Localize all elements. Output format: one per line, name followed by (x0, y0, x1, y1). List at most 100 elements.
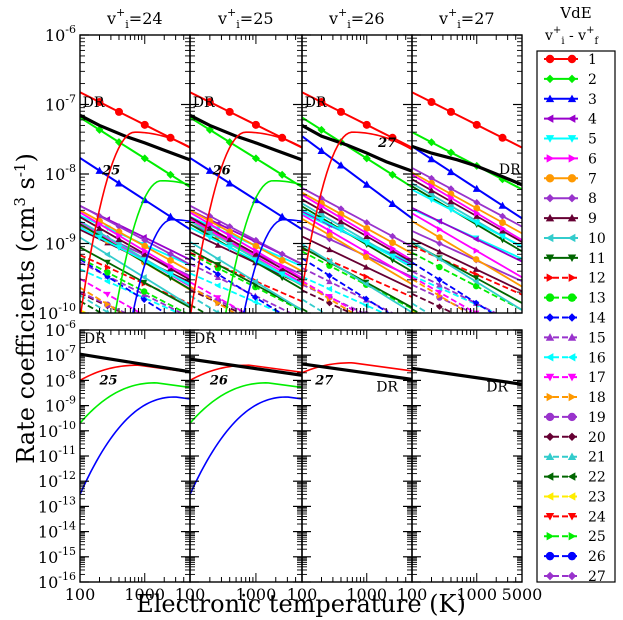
dr-curve-bottom (190, 357, 302, 377)
marker-vde-7 (362, 253, 370, 261)
panel-title-27: v+i=27 (438, 6, 495, 31)
series-line-vde-15 (190, 262, 293, 313)
marker-vde-20 (436, 303, 443, 310)
series-line-vde-8 (412, 230, 522, 283)
legend-marker-17 (567, 373, 577, 382)
marker-vde-4 (436, 218, 443, 225)
level-label-top: 25 (101, 163, 120, 178)
dr-label-top: DR (193, 95, 215, 111)
marker-vde-9 (499, 227, 506, 234)
marker-vde-6 (226, 232, 234, 240)
marker-vde-24 (363, 315, 369, 321)
series-line-vde-4 (412, 207, 522, 263)
marker-vde-18 (142, 315, 148, 321)
marker-vde-2 (205, 125, 214, 134)
marker-vde-9 (363, 232, 371, 239)
marker-vde-25 (142, 315, 148, 321)
level-label-top: 27 (377, 136, 396, 151)
marker-vde-9 (337, 218, 345, 225)
marker-vde-2 (317, 125, 326, 134)
bottom-plot-area (302, 361, 412, 381)
legend-marker-10 (567, 233, 576, 243)
series-line-vde-10 (190, 241, 302, 311)
series-line-vde-14 (190, 256, 283, 313)
marker-vde-9 (389, 247, 396, 254)
panels-layer: Rate coefficients (cm3 s-1) Electronic te… (11, 6, 542, 618)
bottom-ytick-label: 10-14 (38, 520, 76, 542)
legend-marker-19 (545, 412, 555, 422)
marker-vde-22 (326, 315, 332, 321)
marker-vde-3 (362, 180, 371, 188)
legend-marker-17 (545, 373, 555, 382)
marker-vde-6 (363, 248, 370, 256)
dr-label-bottom: DR (194, 331, 216, 347)
series-line-vde-10 (80, 236, 190, 307)
legend-marker-2 (567, 74, 577, 84)
bottom-frame (411, 329, 523, 583)
marker-vde-6 (253, 247, 260, 255)
legend-marker-6 (546, 154, 555, 163)
x-tick-label: 1000 (346, 585, 387, 604)
marker-vde-8 (141, 236, 149, 244)
marker-vde-1 (336, 107, 345, 116)
marker-vde-19 (252, 314, 258, 320)
bottom-ytick-label: 10-10 (38, 419, 76, 441)
legend-marker-26 (567, 551, 577, 561)
marker-vde-23 (473, 315, 479, 321)
legend-marker-27 (545, 571, 555, 581)
series-line-vde-7 (412, 220, 522, 288)
marker-vde-8 (167, 250, 174, 258)
marker-vde-26 (252, 315, 258, 321)
capture-curve-top (302, 131, 412, 291)
marker-vde-24 (215, 315, 221, 321)
marker-vde-27 (436, 315, 442, 321)
marker-vde-5 (115, 244, 123, 251)
marker-vde-25 (437, 315, 443, 321)
marker-vde-7 (389, 239, 396, 247)
marker-vde-6 (142, 247, 149, 255)
marker-vde-8 (436, 240, 443, 247)
marker-vde-7 (252, 242, 260, 250)
legend-label-27: 27 (588, 569, 606, 585)
capture-curve-bottom (190, 382, 302, 424)
legend-label-13: 13 (588, 291, 606, 307)
marker-vde-24 (473, 315, 479, 321)
panel-title-26: v+i=26 (328, 6, 385, 31)
marker-vde-23 (104, 315, 110, 321)
marker-vde-23 (326, 315, 332, 321)
marker-vde-26 (141, 315, 147, 321)
legend-label-18: 18 (588, 390, 606, 406)
legend-label-7: 7 (588, 171, 597, 187)
series-line-vde-17 (190, 281, 248, 313)
bottom-ytick-label: 10-13 (38, 494, 76, 516)
legend-label-2: 2 (588, 72, 597, 88)
dr-label-top: DR (499, 162, 521, 178)
marker-vde-21 (329, 312, 330, 313)
marker-vde-3 (114, 179, 123, 187)
marker-vde-6 (389, 245, 396, 252)
marker-vde-1 (225, 107, 234, 116)
marker-vde-26 (326, 315, 332, 321)
marker-vde-8 (428, 174, 435, 182)
marker-vde-10 (104, 251, 111, 258)
legend-marker-21 (567, 452, 577, 461)
series-line-vde-15 (302, 267, 395, 313)
top-ytick-label: 10-7 (45, 93, 76, 115)
legend-marker-5 (567, 135, 577, 143)
marker-vde-5 (206, 234, 214, 241)
marker-vde-6 (474, 209, 481, 217)
marker-vde-16 (326, 285, 333, 293)
series-line-vde-23 (302, 315, 412, 318)
marker-vde-26 (473, 315, 479, 321)
marker-vde-19 (141, 315, 147, 321)
marker-vde-12 (104, 264, 111, 271)
marker-vde-25 (215, 315, 221, 321)
series-line-vde-19 (190, 286, 248, 313)
legend-marker-3 (567, 94, 577, 103)
legend-marker-26 (545, 551, 555, 561)
marker-vde-9 (326, 246, 333, 253)
legend-marker-23 (545, 492, 554, 501)
series-line-vde-15 (412, 270, 498, 313)
marker-vde-14 (252, 294, 259, 301)
marker-vde-17 (436, 289, 443, 296)
